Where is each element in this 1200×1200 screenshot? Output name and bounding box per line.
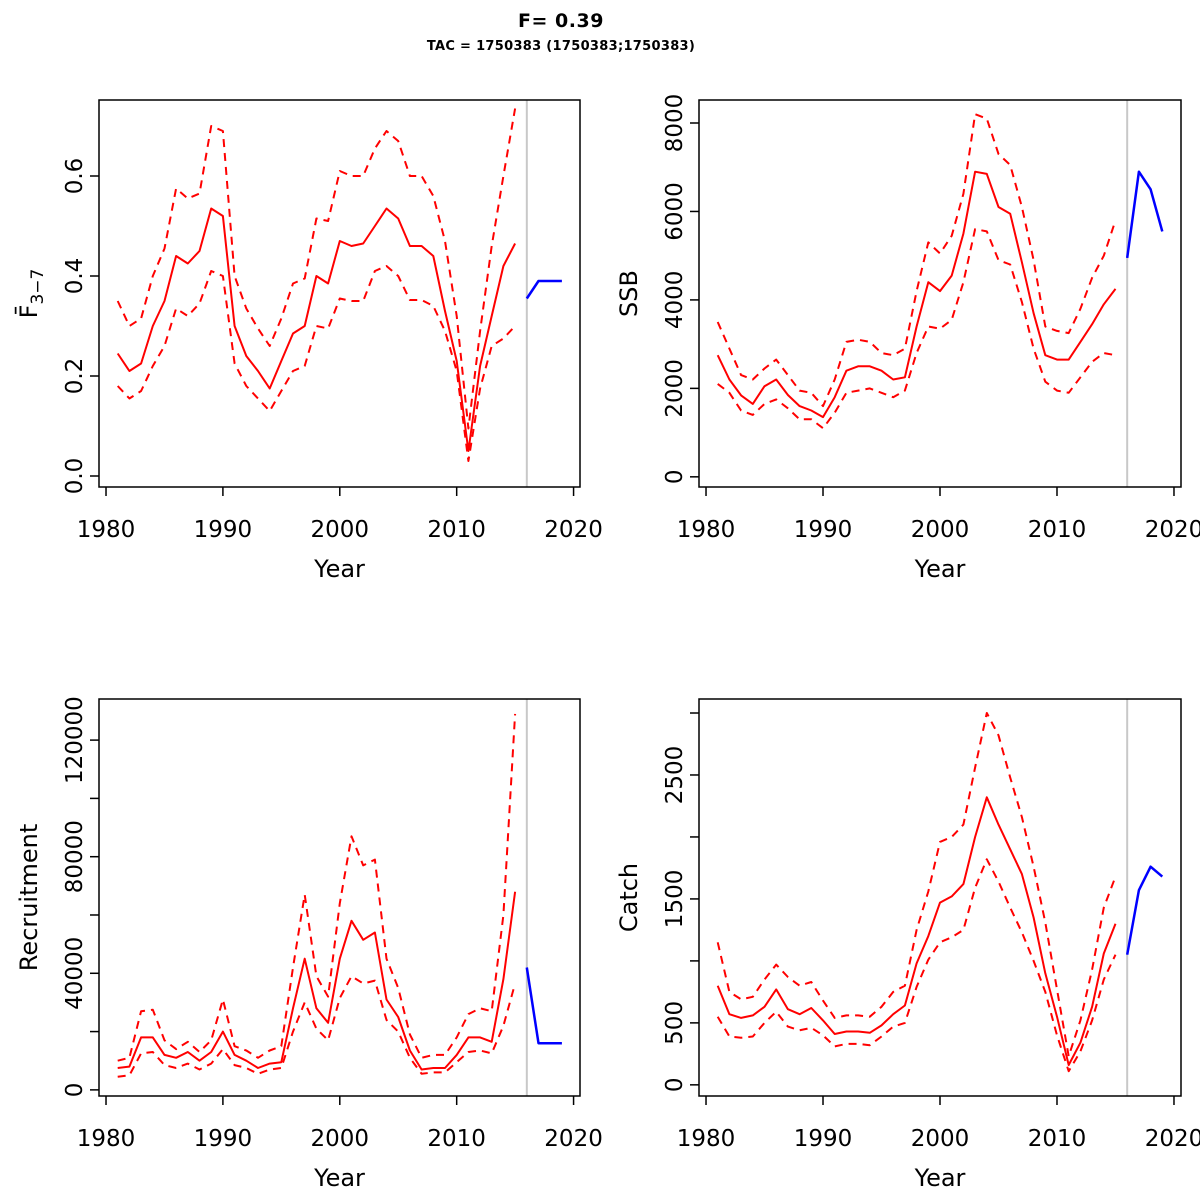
series-lower-line bbox=[716, 858, 1117, 1073]
x-axis-label: Year bbox=[914, 1164, 966, 1192]
x-tick-label: 2000 bbox=[911, 1126, 970, 1152]
panel-ssb: 1980 1990 2000 2010 2020 0 2000 4000 6000 8000 Yea… bbox=[615, 94, 1200, 583]
series-upper-line bbox=[716, 113, 1117, 408]
series-median-line bbox=[117, 891, 517, 1071]
panel-recruitment: 1980 1990 2000 2010 2020 0 40000 80000 120000 Yea… bbox=[15, 696, 603, 1192]
y-tick-label: 0.4 bbox=[62, 258, 88, 295]
x-tick-label: 1990 bbox=[794, 517, 853, 543]
series-lower-line bbox=[117, 975, 517, 1078]
panel-fbar: 1980 1990 2000 2010 2020 0.0 0.2 0.4 0.6 Year F̄3−… bbox=[14, 99, 603, 583]
y-tick-label: 2000 bbox=[662, 359, 688, 418]
series-group bbox=[716, 712, 1164, 1073]
x-tick-label: 2010 bbox=[427, 517, 486, 543]
y-tick-label: 120000 bbox=[62, 696, 88, 784]
x-tick-label: 1990 bbox=[194, 517, 253, 543]
y-tick-label: 500 bbox=[662, 1001, 688, 1045]
y-tick-label: 0.6 bbox=[62, 158, 88, 195]
forecast-line bbox=[525, 279, 562, 300]
y-axis-label: Catch bbox=[615, 863, 643, 932]
y-tick-label: 4000 bbox=[662, 271, 688, 330]
y-axis-label: F̄3−7 bbox=[14, 269, 48, 319]
x-tick-label: 2020 bbox=[544, 1126, 603, 1152]
y-axis-label: Recruitment bbox=[15, 824, 43, 971]
x-tick-label: 1990 bbox=[194, 1126, 253, 1152]
y-tick-label: 40000 bbox=[62, 937, 88, 1010]
series-median-line bbox=[716, 170, 1117, 419]
x-tick-label: 2020 bbox=[1145, 517, 1200, 543]
x-tick-label: 2020 bbox=[544, 517, 603, 543]
y-tick-label: 0.0 bbox=[62, 458, 88, 495]
figure-subtitle: TAC = 1750383 (1750383;1750383) bbox=[426, 39, 696, 54]
x-tick-label: 2010 bbox=[1028, 1126, 1087, 1152]
plot-box bbox=[98, 99, 581, 488]
forecast-line bbox=[525, 967, 562, 1045]
panel-catch: 1980 1990 2000 2010 2020 0 500 1500 2500 Year Catc… bbox=[615, 698, 1200, 1192]
series-upper-line bbox=[117, 713, 517, 1062]
x-axis-label: Year bbox=[914, 555, 966, 583]
figure-title: F= 0.39 bbox=[518, 10, 604, 32]
x-tick-label: 2010 bbox=[1028, 517, 1087, 543]
series-group bbox=[117, 713, 562, 1078]
x-tick-label: 1980 bbox=[677, 1126, 736, 1152]
forecast-line bbox=[1125, 170, 1164, 259]
x-tick-label: 1980 bbox=[77, 1126, 136, 1152]
y-tick-label: 0 bbox=[62, 1083, 88, 1098]
forecast-line bbox=[1125, 865, 1164, 955]
y-axis-label: SSB bbox=[615, 270, 643, 317]
y-tick-label: 6000 bbox=[662, 182, 688, 241]
x-tick-label: 1980 bbox=[77, 517, 136, 543]
y-tick-label: 0 bbox=[662, 1078, 688, 1093]
series-group bbox=[716, 113, 1164, 430]
plot-box bbox=[98, 698, 581, 1097]
y-tick-label: 1500 bbox=[662, 870, 688, 929]
x-tick-label: 2000 bbox=[311, 517, 370, 543]
series-lower-line bbox=[717, 228, 1116, 430]
x-tick-label: 2010 bbox=[427, 1126, 486, 1152]
x-tick-label: 2000 bbox=[311, 1126, 370, 1152]
plot-box bbox=[698, 99, 1182, 488]
series-upper-line bbox=[716, 712, 1117, 1058]
x-axis-label: Year bbox=[313, 1164, 365, 1192]
y-tick-label: 2500 bbox=[662, 746, 688, 805]
y-tick-label: 0.2 bbox=[62, 358, 88, 395]
x-axis-label: Year bbox=[313, 555, 365, 583]
x-tick-label: 1990 bbox=[794, 1126, 853, 1152]
series-upper-line bbox=[116, 108, 517, 430]
x-tick-label: 2000 bbox=[911, 517, 970, 543]
x-tick-label: 1980 bbox=[677, 517, 736, 543]
series-median-line bbox=[116, 207, 516, 452]
series-group bbox=[116, 108, 562, 462]
series-median-line bbox=[716, 796, 1117, 1066]
y-tick-label: 0 bbox=[662, 470, 688, 485]
y-tick-label: 8000 bbox=[662, 94, 688, 153]
series-lower-line bbox=[116, 265, 516, 462]
y-tick-label: 80000 bbox=[62, 820, 88, 893]
figure-titles: F= 0.39 TAC = 1750383 (1750383;1750383) bbox=[0, 10, 1122, 54]
plot-box bbox=[698, 698, 1182, 1097]
x-tick-label: 2020 bbox=[1145, 1126, 1200, 1152]
